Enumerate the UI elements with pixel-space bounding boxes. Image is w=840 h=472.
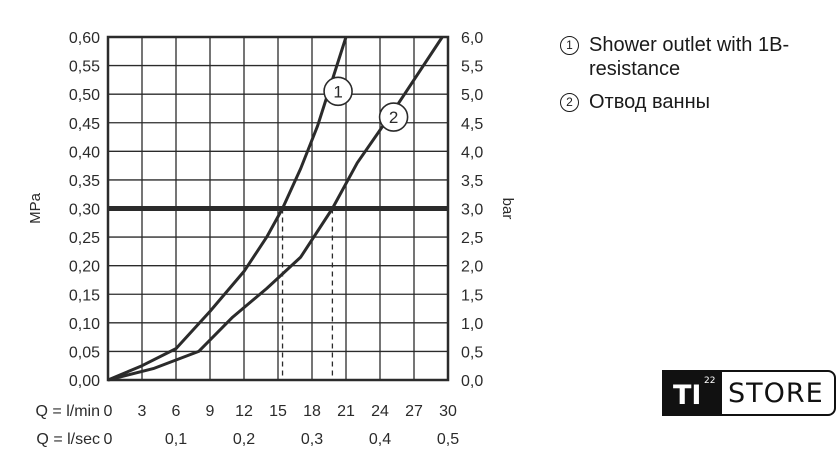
series-label-circle-2 [378,102,409,132]
legend-item-2: 2 Отвод ванны [560,90,830,114]
logo-superscript: 22 [704,376,716,386]
x-row2-tick-label: 0,1 [165,431,187,448]
legend-marker-2: 2 [560,93,579,112]
y-left-tick-label: 0,25 [69,230,100,247]
y-right-tick-label: 2,5 [461,230,483,247]
series-label-1: 1 [333,82,342,101]
x-row1-tick-label: 24 [371,403,389,420]
x-row2-axis-label: Q = l/sec [36,431,100,448]
y-left-tick-label: 0,35 [69,173,100,190]
logo-wordmark-frame: STORE [722,370,836,416]
logo-mark-text: TI [673,380,702,411]
y-right-tick-label: 3,0 [461,202,483,219]
x-row1-tick-label: 12 [235,403,253,420]
y-left-tick-label: 0,45 [69,116,100,133]
x-row1-tick-label: 3 [138,403,147,420]
y-left-tick-label: 0,00 [69,373,100,390]
y-right-tick-label: 4,5 [461,116,483,133]
x-row1-tick-label: 21 [337,403,355,420]
ti-store-logo: TI 22 STORE [662,370,836,416]
legend-label-2: Отвод ванны [589,91,711,113]
series-label-2: 2 [389,108,398,127]
x-row1-tick-label: 30 [439,403,457,420]
y-left-axis-label: MPa [27,192,44,224]
x-row2-tick-label: 0,2 [233,431,255,448]
legend-marker-1: 1 [560,36,579,55]
legend-label-1: Shower outlet with 1B-resistance [589,34,790,80]
series-label-circle-1 [323,76,353,107]
x-row2-tick-label: 0,4 [369,431,391,448]
series-line-1 [107,36,348,382]
x-row2-tick-label: 0,3 [301,431,323,448]
chart-legend: 1 Shower outlet with 1B-resistance 2 Отв… [560,33,830,123]
y-right-tick-label: 2,0 [461,259,483,276]
y-right-tick-label: 4,0 [461,144,483,161]
legend-item-1: 1 Shower outlet with 1B-resistance [560,33,830,81]
y-left-tick-label: 0,20 [69,259,100,276]
y-left-tick-label: 0,30 [69,202,100,219]
x-row2-tick-label: 0,5 [437,431,459,448]
y-right-tick-label: 0,5 [461,344,483,361]
x-row1-tick-label: 0 [104,403,113,420]
x-row2-tick-label: 0 [104,431,113,448]
y-right-tick-label: 0,0 [461,373,483,390]
y-right-tick-label: 1,0 [461,316,483,333]
y-left-tick-label: 0,50 [69,87,100,104]
y-right-tick-label: 5,5 [461,59,483,76]
logo-wordmark: STORE [728,377,824,409]
y-left-tick-label: 0,40 [69,144,100,161]
logo-mark: TI 22 [662,370,722,416]
y-left-tick-label: 0,05 [69,344,100,361]
x-row1-tick-label: 6 [172,403,181,420]
y-left-tick-label: 0,15 [69,287,100,304]
y-right-axis-label: bar [499,198,516,220]
x-row1-tick-label: 27 [405,403,423,420]
x-row1-tick-label: 9 [206,403,215,420]
y-right-tick-label: 6,0 [461,30,483,47]
y-left-tick-label: 0,10 [69,316,100,333]
y-right-tick-label: 3,5 [461,173,483,190]
x-row1-axis-label: Q = l/min [36,403,100,420]
x-row1-tick-label: 15 [269,403,287,420]
y-left-tick-label: 0,60 [69,30,100,47]
y-right-tick-label: 1,5 [461,287,483,304]
y-left-tick-label: 0,55 [69,59,100,76]
series-line-2 [107,36,444,382]
x-row1-tick-label: 18 [303,403,321,420]
y-right-tick-label: 5,0 [461,87,483,104]
